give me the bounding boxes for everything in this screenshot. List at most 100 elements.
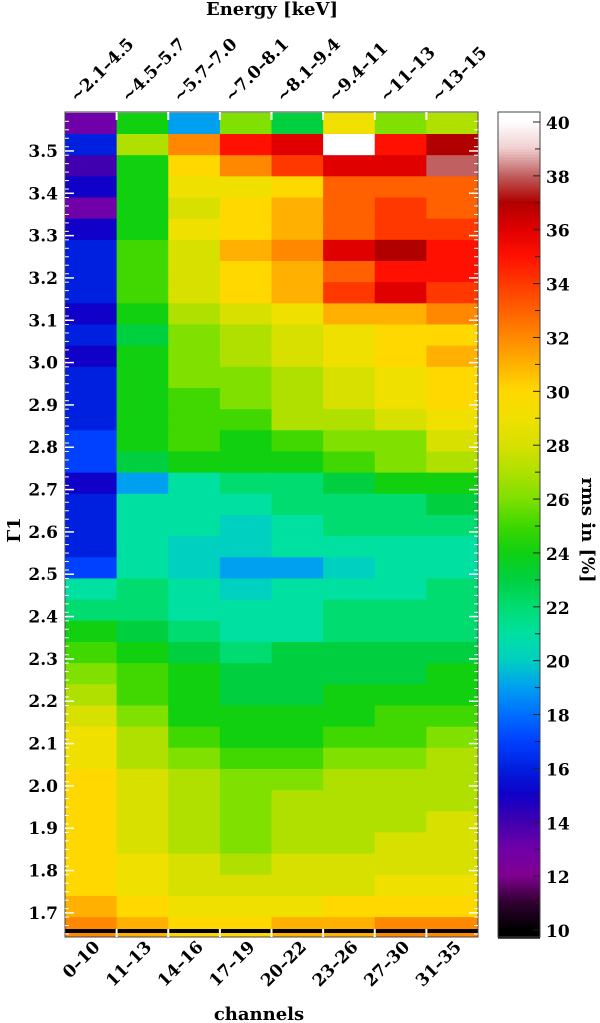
y-tick-label: 1.9 [28, 819, 58, 839]
heatmap-cell [271, 155, 324, 177]
colorbar-segment [498, 321, 540, 325]
heatmap-cell [426, 705, 479, 728]
colorbar-segment [498, 275, 540, 279]
colorbar-segment [498, 294, 540, 298]
heatmap-cell [426, 430, 479, 452]
heatmap-cell [374, 705, 427, 728]
colorbar-segment [498, 243, 540, 247]
heatmap-cell [426, 832, 479, 855]
heatmap-cell [374, 197, 427, 220]
heatmap-cell [65, 303, 118, 325]
colorbar-segment [498, 859, 540, 864]
heatmap-cell [219, 641, 272, 664]
colorbar-segment [498, 132, 540, 137]
colorbar-segment [498, 200, 540, 204]
colorbar-segment [498, 919, 540, 923]
heatmap-cell [65, 874, 118, 897]
colorbar-segment [498, 267, 540, 271]
colorbar-segment [498, 614, 540, 619]
colorbar-segment [498, 186, 540, 190]
heatmap-cell [374, 663, 427, 685]
heatmap-cell [271, 112, 324, 135]
colorbar-segment [498, 434, 540, 438]
heatmap-cell [271, 514, 324, 537]
heatmap-cell [219, 684, 272, 706]
heatmap-cell [271, 239, 324, 262]
colorbar-segment [498, 194, 540, 199]
colorbar-segment [498, 515, 540, 519]
heatmap-cell [219, 239, 272, 262]
heatmap-cell [65, 514, 118, 537]
colorbar-segment [498, 288, 540, 293]
colorbar-segment [498, 655, 540, 659]
heatmap-cell [271, 895, 324, 918]
heatmap-cell [65, 345, 118, 368]
colorbar-segment [498, 485, 540, 489]
colorbar-tick-label: 20 [546, 653, 570, 673]
colorbar-segment [498, 641, 540, 646]
colorbar-segment [498, 647, 540, 651]
colorbar-segment [498, 749, 540, 753]
heatmap-cell [65, 917, 118, 938]
colorbar-segment [498, 539, 540, 543]
colorbar-segment [498, 900, 540, 904]
heatmap-cell [116, 663, 169, 685]
colorbar-segment [498, 911, 540, 915]
colorbar-segment [498, 216, 540, 220]
heatmap-cell [168, 239, 221, 262]
heatmap-cell [219, 260, 272, 283]
heatmap-cell [271, 557, 324, 579]
heatmap-cell [323, 134, 376, 156]
heatmap-cell [65, 197, 118, 220]
heatmap-cell [116, 705, 169, 728]
y-axis-title: Γ1 [4, 517, 25, 542]
colorbar-segment [498, 561, 540, 565]
colorbar-segment [498, 396, 540, 401]
heatmap-cell [271, 472, 324, 495]
heatmap-cell [323, 663, 376, 685]
colorbar-segment [498, 886, 540, 891]
heatmap-cell [168, 345, 221, 368]
colorbar-segment [498, 628, 540, 632]
heatmap-cell [65, 409, 118, 431]
colorbar-segment [498, 563, 540, 567]
heatmap-cell [323, 218, 376, 241]
heatmap-cell [271, 811, 324, 833]
colorbar-segment [498, 334, 540, 339]
heatmap-cell [271, 726, 324, 749]
heatmap-cell [323, 409, 376, 431]
colorbar-segment [498, 345, 540, 349]
y-tick-label: 2.3 [28, 650, 58, 670]
heatmap-cell [168, 917, 221, 938]
heatmap-cell [323, 324, 376, 347]
heatmap-cell [374, 641, 427, 664]
heatmap-cell [323, 599, 376, 622]
heatmap-cell [271, 620, 324, 643]
colorbar-segment [498, 682, 540, 686]
colorbar-tick-label: 14 [546, 814, 570, 834]
x2-tick-label: ~13–15 [428, 43, 492, 107]
colorbar-segment [498, 213, 540, 217]
colorbar-segment [498, 903, 540, 907]
heatmap-cell [323, 578, 376, 601]
heatmap-cell [65, 366, 118, 389]
heatmap-cell [65, 557, 118, 579]
heatmap-cell [271, 409, 324, 431]
colorbar-segment [498, 722, 540, 726]
colorbar-segment [498, 531, 540, 535]
colorbar-tick-label: 24 [546, 545, 570, 565]
heatmap-cell [426, 557, 479, 579]
heatmap-cell [219, 705, 272, 728]
heatmap-cell [426, 324, 479, 347]
colorbar-segment [498, 706, 540, 710]
colorbar-tick-label: 10 [546, 922, 570, 942]
colorbar-segment [498, 703, 540, 708]
heatmap-cell [426, 599, 479, 622]
colorbar-segment [498, 574, 540, 578]
heatmap-cell [271, 366, 324, 389]
colorbar-segment [498, 644, 540, 648]
heatmap-cell [219, 366, 272, 389]
colorbar-segment [498, 431, 540, 436]
colorbar-segment [498, 377, 540, 382]
colorbar-segment [498, 464, 540, 468]
